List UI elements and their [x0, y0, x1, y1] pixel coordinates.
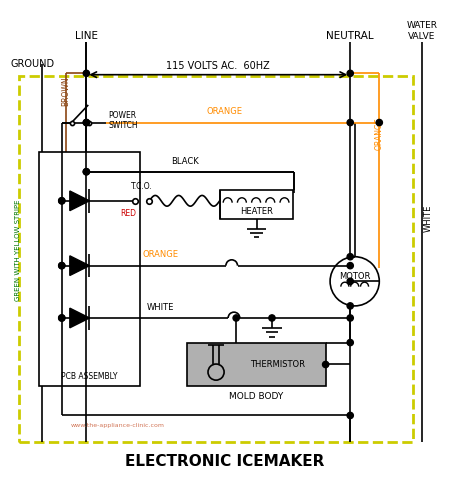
Circle shape [58, 315, 65, 321]
Circle shape [347, 254, 353, 260]
Circle shape [233, 315, 239, 321]
Circle shape [347, 70, 353, 76]
Circle shape [269, 315, 275, 321]
Text: THERMISTOR: THERMISTOR [250, 360, 305, 369]
Circle shape [347, 340, 353, 345]
Text: GREEN WITH YELLOW STRIPE: GREEN WITH YELLOW STRIPE [15, 199, 22, 300]
Circle shape [58, 262, 65, 269]
Text: 115 VOLTS AC.  60HZ: 115 VOLTS AC. 60HZ [166, 61, 270, 71]
Circle shape [58, 198, 65, 204]
Text: POWER
SWITCH: POWER SWITCH [109, 110, 138, 130]
Text: ORANGE: ORANGE [375, 118, 384, 150]
Circle shape [347, 412, 353, 418]
Text: www.the-appliance-clinic.com: www.the-appliance-clinic.com [71, 423, 165, 428]
Polygon shape [70, 308, 90, 328]
Circle shape [83, 120, 90, 126]
Circle shape [376, 120, 382, 126]
Circle shape [347, 262, 353, 269]
Circle shape [323, 362, 329, 368]
Text: ORANGE: ORANGE [207, 108, 243, 116]
Polygon shape [70, 191, 90, 210]
Circle shape [58, 262, 65, 269]
Bar [19, 76, 413, 442]
Text: WHITE: WHITE [424, 205, 433, 233]
Circle shape [330, 256, 379, 306]
Bar [40, 152, 140, 386]
Text: WHITE: WHITE [146, 302, 174, 312]
Text: RED: RED [120, 209, 136, 218]
Polygon shape [70, 256, 90, 276]
Bar [220, 190, 293, 218]
Text: HEATER: HEATER [240, 207, 273, 216]
Circle shape [83, 168, 90, 175]
Text: ELECTRONIC ICEMAKER: ELECTRONIC ICEMAKER [125, 454, 325, 469]
Circle shape [347, 315, 353, 321]
Text: ORANGE: ORANGE [142, 250, 178, 260]
Circle shape [347, 278, 353, 284]
Text: LINE: LINE [75, 30, 98, 40]
Circle shape [83, 120, 90, 126]
Text: MOTOR: MOTOR [339, 272, 370, 281]
Text: PCB ASSEMBLY: PCB ASSEMBLY [61, 372, 118, 380]
Circle shape [58, 198, 65, 204]
Text: BROWN: BROWN [62, 76, 71, 106]
Text: T.C.O.: T.C.O. [131, 182, 153, 191]
Circle shape [83, 70, 90, 76]
Text: MOLD BODY: MOLD BODY [229, 392, 284, 401]
Text: NEUTRAL: NEUTRAL [326, 30, 374, 40]
Bar [187, 342, 326, 386]
Text: WATER
VALVE: WATER VALVE [406, 22, 437, 40]
Text: BLACK: BLACK [171, 158, 198, 166]
Text: GROUND: GROUND [10, 60, 54, 70]
Circle shape [347, 120, 353, 126]
Circle shape [347, 303, 353, 309]
Circle shape [58, 315, 65, 321]
Circle shape [83, 168, 90, 175]
